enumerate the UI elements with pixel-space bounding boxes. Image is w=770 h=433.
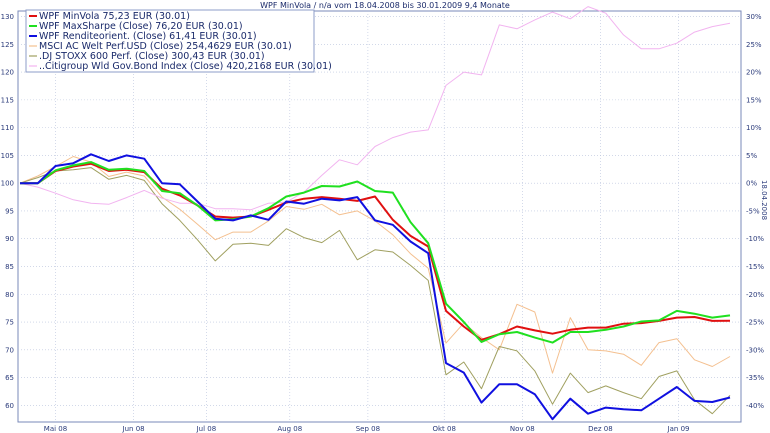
y-right-tick-label: -35% (746, 374, 764, 382)
x-tick-label: Mai 08 (44, 425, 67, 433)
y-left-tick-label: 75 (5, 319, 14, 327)
legend-entry: .DJ STOXX 600 Perf. (Close) 300,43 EUR (… (39, 51, 265, 62)
y-right-tick-label: 30% (746, 13, 762, 21)
series-line-2 (20, 161, 731, 344)
y-right-tick-label: -5% (746, 207, 760, 215)
y-left-tick-label: 80 (5, 291, 14, 299)
y-left-tick-label: 100 (1, 180, 14, 188)
y-left-tick-label: 65 (5, 374, 14, 382)
y-right-tick-label: 25% (746, 41, 762, 49)
y-left-tick-label: 105 (1, 152, 14, 160)
y-axis-right: -40% -35% -30% -25% -20% -15% -10% -5% 0% 5% 10% 15… (746, 13, 764, 410)
y-right-tick-label: -25% (746, 319, 764, 327)
x-tick-label: Nov 08 (510, 425, 535, 433)
x-tick-label: Jun 08 (122, 425, 145, 433)
x-tick-label: Okt 08 (432, 425, 455, 433)
y-left-tick-label: 95 (5, 207, 14, 215)
y-left-tick-label: 70 (5, 346, 14, 354)
x-axis: Mai 08 Jun 08 Jul 08 Aug 08 Sep 08 Okt 08 Nov … (44, 425, 690, 433)
y-left-tick-label: 125 (1, 41, 14, 49)
x-tick-label: Sep 08 (356, 425, 380, 433)
y-left-tick-label: 110 (1, 124, 14, 132)
legend-entry: ..Citigroup Wld Gov.Bond Index (Close) 4… (39, 61, 332, 72)
y-right-tick-label: -15% (746, 263, 764, 271)
legend-entry: MSCI AC Welt Perf.USD (Close) 254,4629 E… (39, 41, 292, 52)
series-line-3 (20, 153, 731, 421)
y-right-tick-label: -10% (746, 235, 764, 243)
y-right-tick-label: 20% (746, 69, 762, 77)
x-tick-label: Dez 08 (588, 425, 613, 433)
chart-title: WPF MinVola / n/a vom 18.04.2008 bis 30.… (260, 1, 510, 10)
side-date-label: 18.04.2008 (760, 180, 768, 220)
series-line-6 (19, 6, 731, 211)
series-lines (19, 6, 731, 421)
y-left-tick-label: 115 (1, 96, 14, 104)
series-line-1 (20, 162, 731, 341)
x-tick-label: Aug 08 (277, 425, 302, 433)
y-right-tick-label: 0% (746, 180, 757, 188)
y-right-tick-label: -40% (746, 402, 764, 410)
series-line-5 (19, 167, 731, 415)
legend-box (25, 9, 315, 73)
legend: WPF MinVola 75,23 EUR (30.01)WPF MaxShar… (25, 9, 332, 73)
y-left-tick-label: 90 (5, 235, 14, 243)
y-axis-left: 60 65 70 75 80 85 90 95 100 105 110 115 120 125 130 (1, 13, 14, 410)
y-left-tick-label: 130 (1, 13, 14, 21)
y-left-tick-label: 85 (5, 263, 14, 271)
y-right-tick-label: -30% (746, 346, 764, 354)
legend-entry: WPF Renditeorient. (Close) 61,41 EUR (30… (39, 31, 257, 42)
y-right-tick-label: -20% (746, 291, 764, 299)
y-right-tick-label: 10% (746, 124, 762, 132)
x-tick-label: Jan 09 (667, 425, 690, 433)
y-left-tick-label: 60 (5, 402, 14, 410)
x-tick-label: Jul 08 (196, 425, 217, 433)
legend-entry: WPF MaxSharpe (Close) 76,20 EUR (30.01) (39, 21, 243, 32)
y-right-tick-label: 5% (746, 152, 757, 160)
legend-entry: WPF MinVola 75,23 EUR (30.01) (39, 11, 190, 22)
grid-lines (18, 11, 741, 422)
y-right-tick-label: 15% (746, 96, 762, 104)
y-left-tick-label: 120 (1, 69, 14, 77)
